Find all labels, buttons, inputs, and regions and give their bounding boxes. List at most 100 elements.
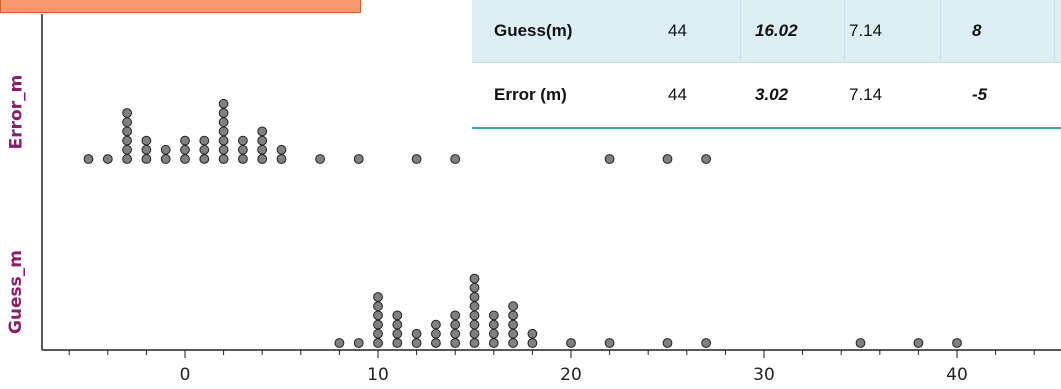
data-point-Guess_m [508,301,518,312]
data-point-Error_m [353,154,364,164]
data-point-Guess_m [450,310,461,321]
data-point-Guess_m [488,319,499,330]
data-point-Guess_m [392,310,403,321]
data-point-Guess_m [508,338,518,348]
data-point-Error_m [238,144,248,155]
count-cell: 44 [668,21,687,40]
data-point-Error_m [218,126,229,137]
data-point-Error_m [257,154,268,164]
data-point-Guess_m [450,319,461,330]
data-point-Guess_m [469,310,480,321]
mean-cell: 16.02 [755,21,798,40]
data-point-Error_m [218,108,229,118]
data-point-Guess_m [469,301,480,312]
data-point-Error_m [218,144,229,155]
x-tick-label: 30 [753,365,775,385]
data-point-Guess_m [353,338,364,348]
data-point-Error_m [122,108,132,118]
data-point-Guess_m [373,319,383,330]
data-point-Error_m [160,144,171,155]
y-axis-title-guess: Guess_m [6,249,27,335]
data-point-Guess_m [952,338,962,348]
data-point-Error_m [122,117,132,128]
data-point-Error_m [199,144,210,155]
x-tick-label: 0 [180,365,191,385]
data-point-Guess_m [527,328,538,339]
data-point-Guess_m [411,328,422,339]
data-point-Error_m [218,154,229,164]
table-row: Guess(m) 44 16.02 7.14 8 [472,0,1061,63]
x-tick-label: 40 [946,365,968,385]
data-point-Error_m [83,154,94,164]
data-point-Error_m [122,135,132,146]
median-cell: -5 [972,85,988,104]
data-point-Guess_m [431,319,441,330]
data-point-Guess_m [373,292,383,302]
data-point-Guess_m [431,338,441,348]
x-tick-label: 10 [367,365,389,385]
data-point-Error_m [276,154,287,164]
data-point-Guess_m [373,328,383,339]
y-axis-title-error: Error_m [5,74,26,150]
data-point-Guess_m [508,328,518,339]
data-point-Error_m [315,154,326,164]
sd-cell: 7.14 [849,21,883,40]
data-point-Guess_m [469,273,480,284]
axes [41,14,1061,351]
data-point-Error_m [141,135,152,146]
data-point-Guess_m [373,301,383,312]
data-point-Guess_m [469,328,480,339]
row-label: Error (m) [494,85,567,104]
data-point-Error_m [238,135,248,146]
data-point-Error_m [257,135,268,146]
data-point-Error_m [122,126,132,137]
data-point-Error_m [662,154,673,164]
data-point-Guess_m [469,338,480,348]
data-point-Guess_m [662,338,673,348]
data-point-Error_m [141,144,152,155]
data-point-Guess_m [488,328,499,339]
data-point-Error_m [411,154,422,164]
data-point-Error_m [122,144,132,155]
data-point-Error_m [102,154,113,164]
data-point-Guess_m [566,338,576,348]
data-point-Error_m [199,154,210,164]
mean-cell: 3.02 [755,85,789,104]
sd-cell: 7.14 [849,85,883,104]
data-point-Error_m [180,154,190,164]
data-point-Guess_m [604,338,615,348]
data-point-Guess_m [469,282,480,293]
data-point-Error_m [450,154,461,164]
data-point-Guess_m [373,338,383,348]
count-cell: 44 [668,85,687,104]
data-point-Guess_m [392,328,403,339]
data-point-Guess_m [392,319,403,330]
median-cell: 8 [972,21,982,40]
data-point-Error_m [257,126,268,137]
data-point-Guess_m [450,338,461,348]
data-point-Guess_m [392,338,403,348]
data-point-Error_m [160,154,171,164]
data-point-Guess_m [527,338,538,348]
dots-layer [83,98,962,348]
data-point-Error_m [180,135,190,146]
data-point-Error_m [701,154,711,164]
data-point-Error_m [238,154,248,164]
data-point-Guess_m [855,338,866,348]
data-point-Error_m [122,154,132,164]
row-label: Guess(m) [494,21,573,40]
column-divider [940,0,941,62]
data-point-Guess_m [913,338,924,348]
column-divider [844,0,845,62]
data-point-Error_m [218,98,229,109]
data-point-Guess_m [373,310,383,321]
data-point-Guess_m [450,328,461,339]
data-point-Guess_m [334,338,345,348]
data-point-Guess_m [469,292,480,302]
data-point-Guess_m [488,338,499,348]
data-point-Guess_m [508,319,518,330]
data-point-Error_m [180,144,190,155]
data-point-Guess_m [431,328,441,339]
data-point-Error_m [199,135,210,146]
